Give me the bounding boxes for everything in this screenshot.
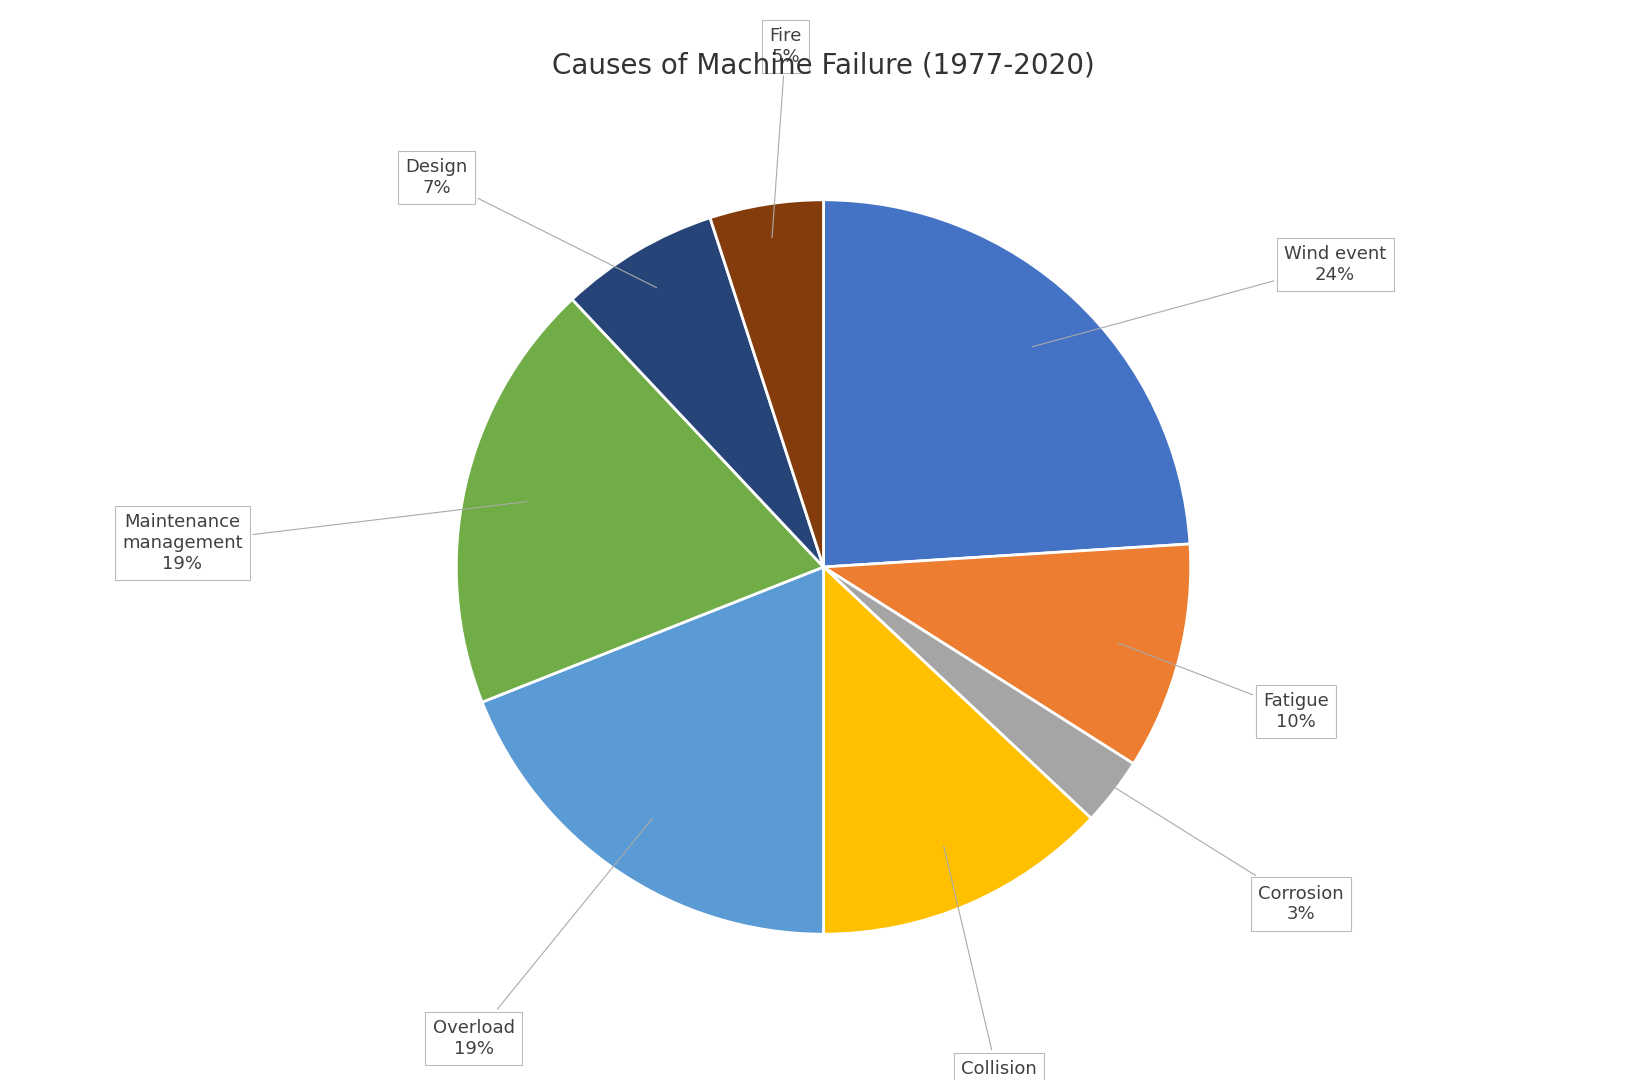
Title: Causes of Machine Failure (1977-2020): Causes of Machine Failure (1977-2020): [552, 51, 1095, 79]
Wedge shape: [824, 200, 1191, 567]
Wedge shape: [456, 299, 824, 702]
Wedge shape: [824, 567, 1133, 819]
Wedge shape: [824, 567, 1092, 934]
Text: Design
7%: Design 7%: [405, 159, 657, 287]
Wedge shape: [710, 200, 824, 567]
Text: Wind event
24%: Wind event 24%: [1033, 245, 1387, 347]
Wedge shape: [572, 218, 824, 567]
Text: Fire
5%: Fire 5%: [769, 27, 802, 238]
Text: Fatigue
10%: Fatigue 10%: [1118, 643, 1329, 731]
Text: Maintenance
management
19%: Maintenance management 19%: [122, 501, 527, 572]
Wedge shape: [824, 544, 1191, 764]
Text: Corrosion
3%: Corrosion 3%: [1080, 767, 1344, 923]
Wedge shape: [483, 567, 824, 934]
Text: Collision
13%: Collision 13%: [944, 846, 1036, 1080]
Text: Overload
19%: Overload 19%: [433, 819, 652, 1057]
